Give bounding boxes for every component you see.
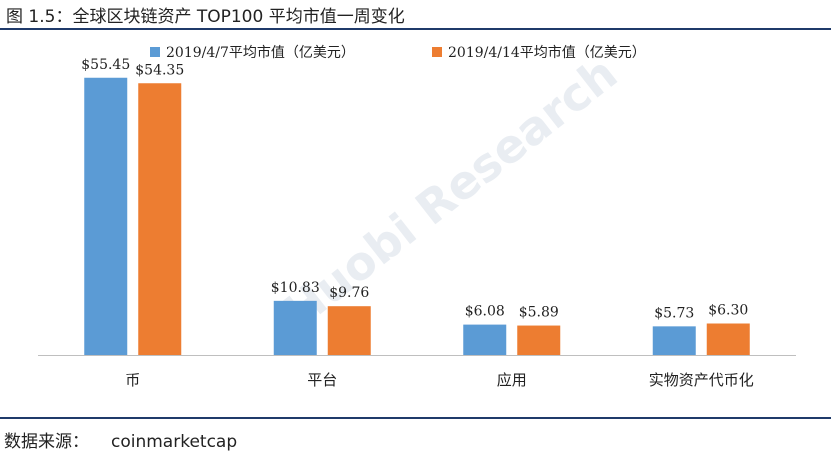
bar-series1-1 [84,77,128,355]
bars-group: $55.45 $54.35 $10.83 $9.76 $6.08 $5.89 $5.73 $6… [81,57,750,355]
legend-swatch-2 [432,47,442,57]
value-label-series1-3: $6.08 [465,304,505,320]
value-label-series1-4: $5.73 [654,305,694,321]
source-value: coinmarketcap [111,432,238,452]
figure-title: 图 1.5：全球区块链资产 TOP100 平均市值一周变化 [6,7,405,27]
category-label-1: 币 [125,371,140,389]
category-labels: 币 平台 应用 实物资产代币化 [125,371,754,389]
bar-series2-2 [327,306,371,355]
bottom-rule [0,417,831,419]
bar-series1-2 [273,300,317,355]
source-label: 数据来源： [4,432,89,452]
legend-label-1: 2019/4/7平均市值（亿美元） [166,44,355,61]
category-label-2: 平台 [307,371,337,389]
bar-series2-1 [138,83,182,355]
watermark: Huobi Research [274,46,628,339]
value-label-series2-4: $6.30 [708,303,748,319]
value-label-series1-2: $10.83 [271,280,320,296]
category-label-4: 实物资产代币化 [649,371,754,389]
legend-label-2: 2019/4/14平均市值（亿美元） [448,44,646,61]
value-label-series2-3: $5.89 [519,305,559,321]
category-label-3: 应用 [497,371,527,389]
bar-series1-4 [652,326,696,355]
value-label-series2-1: $54.35 [135,62,184,78]
source-note: 数据来源： coinmarketcap [4,427,237,452]
value-label-series1-1: $55.45 [81,57,130,73]
bar-series1-3 [463,324,507,355]
bar-series2-3 [517,325,561,355]
bar-series2-4 [706,323,750,355]
bar-chart: Huobi Research 2019/4/7平均市值（亿美元） 2019/4/1… [38,44,796,389]
legend: 2019/4/7平均市值（亿美元） 2019/4/14平均市值（亿美元） [150,44,646,61]
value-label-series2-2: $9.76 [329,285,369,301]
top-rule [0,28,831,30]
legend-swatch-1 [150,47,160,57]
